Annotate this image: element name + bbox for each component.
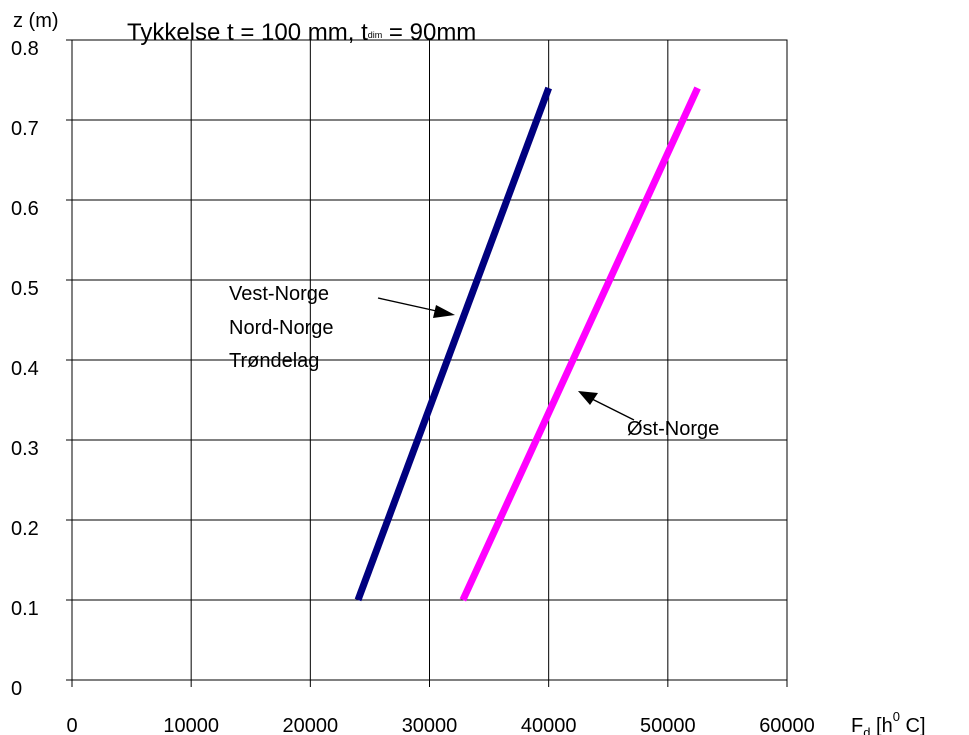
x-tick-label: 20000 [283, 715, 339, 735]
x-tick-label: 10000 [163, 715, 219, 735]
y-tick-label: 0.2 [11, 518, 39, 540]
y-tick-label: 0.6 [11, 198, 39, 220]
x-tick-label: 0 [66, 715, 77, 735]
chart-title: Tykkelse t = 100 mm, tdim = 90mm [127, 19, 476, 46]
annotation-west-line-2: Nord-Norge [229, 317, 333, 339]
annotation-west-line-3: Trøndelag [229, 350, 319, 372]
y-axis-label: z (m) [13, 10, 59, 32]
annotation-west-line-1: Vest-Norge [229, 283, 329, 305]
y-tick-label: 0.4 [11, 358, 39, 380]
annotation-east: Øst-Norge [578, 391, 719, 440]
x-tick-label: 40000 [521, 715, 577, 735]
y-axis-ticks: 0 0.1 0.2 0.3 0.4 0.5 0.6 0.7 0.8 [11, 38, 72, 700]
annotation-east-arrow-shaft [591, 398, 635, 421]
annotation-east-label: Øst-Norge [627, 418, 719, 440]
annotation-west-arrow-shaft [377, 297, 442, 313]
annotation-west-arrow-head [433, 305, 455, 318]
series [354, 86, 701, 602]
x-tick-label: 30000 [402, 715, 458, 735]
x-axis-label: Fd [h0 C] [851, 709, 926, 735]
y-tick-label: 0.3 [11, 438, 39, 460]
y-tick-label: 0.8 [11, 38, 39, 60]
grid [72, 40, 787, 680]
x-tick-label: 60000 [759, 715, 815, 735]
y-tick-label: 0.1 [11, 598, 39, 620]
y-tick-label: 0.7 [11, 118, 39, 140]
series-line-1 [354, 86, 552, 602]
y-tick-label: 0.5 [11, 278, 39, 300]
series-line-2 [459, 86, 701, 602]
x-axis-ticks: 0 10000 20000 30000 40000 50000 60000 [66, 680, 815, 735]
annotation-east-arrow-head [578, 391, 598, 405]
annotation-west-north: Vest-Norge Nord-Norge Trøndelag [229, 283, 455, 372]
y-tick-label: 0 [11, 678, 22, 700]
x-tick-label: 50000 [640, 715, 696, 735]
